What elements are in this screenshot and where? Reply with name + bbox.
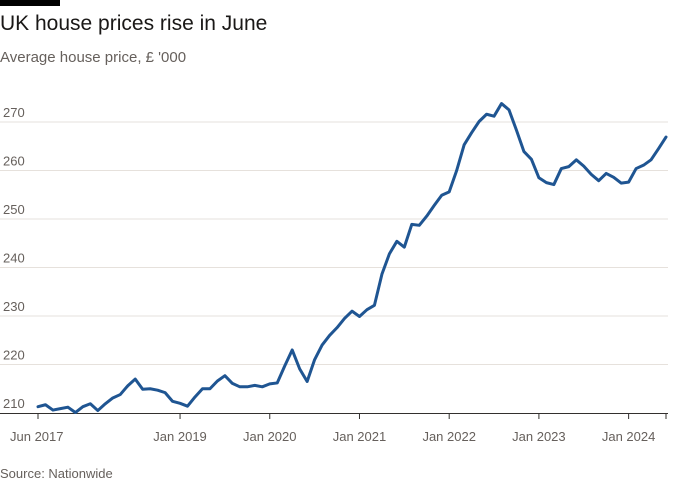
chart-subtitle: Average house price, £ '000	[0, 49, 187, 66]
x-tick-label: Jan 2019	[153, 429, 207, 444]
series-layer	[36, 102, 668, 415]
x-tick-label: Jan 2022	[422, 429, 476, 444]
chart-title: UK house prices rise in June	[0, 12, 268, 35]
y-tick-label: 240	[3, 251, 25, 266]
gridlines	[0, 121, 668, 365]
x-tick-label: Jan 2020	[243, 429, 297, 444]
series-line-house-price	[36, 102, 668, 415]
brand-bar	[0, 0, 60, 6]
x-axis-ticks: Jun 2017 Jan 2019 Jan 2020 Jan 2021 Jan 2022…	[10, 413, 667, 444]
y-axis-ticks: 210 220 230 240 250 260 270	[3, 105, 25, 411]
y-tick-label: 220	[3, 348, 25, 363]
y-tick-label: 260	[3, 154, 25, 169]
y-tick-label: 270	[3, 105, 25, 120]
x-tick-label: Jan 2023	[512, 429, 566, 444]
source-note: Source: Nationwide	[0, 466, 113, 481]
x-tick-label: Jan 2021	[333, 429, 387, 444]
line-chart: 210 220 230 240 250 260 270 Jun 2017 Jan 2019 Ja…	[0, 102, 668, 444]
y-tick-label: 230	[3, 299, 25, 314]
y-tick-label: 250	[3, 202, 25, 217]
x-tick-label: Jun 2017	[10, 429, 64, 444]
y-tick-label: 210	[3, 396, 25, 411]
x-tick-label: Jan 2024	[602, 429, 656, 444]
